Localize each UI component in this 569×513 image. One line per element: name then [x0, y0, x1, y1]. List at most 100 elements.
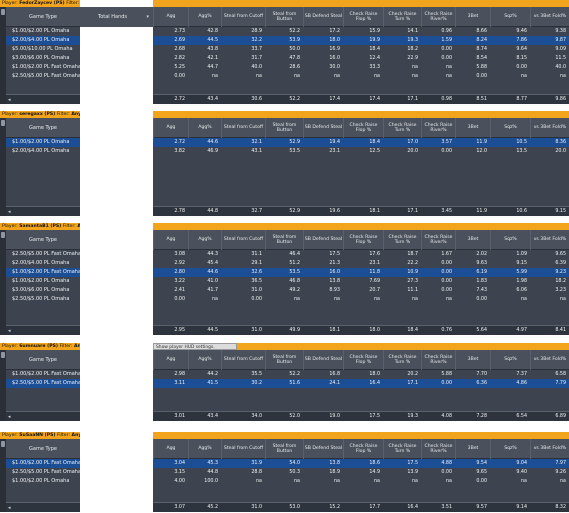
column-header[interactable]: Steal from Button	[265, 350, 303, 370]
game-type-row[interactable]: $1.00/$2.00 PL Fast Omaha	[6, 268, 80, 277]
column-header[interactable]: Steal from Button	[265, 230, 303, 250]
game-type-header[interactable]: Game Type	[6, 350, 80, 370]
game-type-row[interactable]: $5.00/$10.00 PL Omaha	[12, 46, 73, 52]
scroll-left-icon[interactable]: ◂	[8, 505, 11, 511]
column-header[interactable]: 3Bet	[455, 439, 490, 459]
column-header[interactable]: Check Raise Turn %	[383, 7, 421, 27]
game-type-row[interactable]: $1.00/$2.00 PL Fast Omaha	[12, 371, 80, 377]
table-row[interactable]: 3.15 44.8 28.8 50.3 18.9 14.9 13.9 0.00 9.65 9.40…	[153, 468, 569, 477]
game-type-header[interactable]: Game Type	[6, 230, 80, 250]
table-row[interactable]: 2.73 42.8 28.9 52.2 17.2 15.9 14.1 0.96 8.66 9.46…	[153, 27, 569, 36]
date-filter[interactable]: Any date	[74, 344, 80, 349]
column-header[interactable]: Agg%	[188, 439, 221, 459]
column-header[interactable]: Agg%	[188, 350, 221, 370]
game-type-header[interactable]: Game Type	[6, 118, 80, 138]
column-header[interactable]: Steal from Cutoff	[221, 350, 265, 370]
scroll-left-icon[interactable]: ◂	[8, 97, 11, 103]
column-header[interactable]: SB Defend Steal	[303, 230, 343, 250]
column-header[interactable]: Agg	[153, 350, 188, 370]
column-header[interactable]: Agg%	[188, 118, 221, 138]
game-type-row[interactable]: $3.00/$6.00 PL Omaha	[12, 55, 70, 61]
game-type-row[interactable]: $2.50/$5.00 PL Fast Omaha	[12, 469, 80, 475]
game-type-row[interactable]: $3.00/$6.00 PL Omaha	[12, 287, 70, 293]
player-name[interactable]: SuSaaNN (PS)	[19, 433, 56, 438]
game-type-row[interactable]: $2.50/$5.00 PL Fast Omaha	[6, 379, 80, 388]
game-type-row[interactable]: $1.00/$2.00 PL Fast Omaha	[12, 64, 80, 70]
column-header[interactable]: SB Defend Steal	[303, 350, 343, 370]
table-row[interactable]: 3.08 44.3 31.1 46.4 17.5 17.6 18.7 1.67 2.02 1.09…	[153, 250, 569, 259]
table-row[interactable]: 3.11 41.5 30.2 51.6 24.1 16.4 17.1 0.00 6.36 4.86…	[153, 379, 569, 388]
column-header[interactable]: Sqz%	[490, 350, 530, 370]
side-handle[interactable]	[0, 7, 6, 104]
column-header[interactable]: 3Bet	[455, 118, 490, 138]
column-header[interactable]: Steal from Cutoff	[221, 439, 265, 459]
column-header[interactable]: Check Raise Turn %	[383, 230, 421, 250]
column-header[interactable]: Check Raise Turn %	[383, 118, 421, 138]
column-header[interactable]: Agg%	[188, 230, 221, 250]
table-row[interactable]: 2.72 44.6 32.1 52.9 19.4 18.4 17.0 3.57 11.9 10.5…	[153, 138, 569, 147]
column-header[interactable]: Steal from Cutoff	[221, 230, 265, 250]
game-type-row[interactable]: $2.50/$5.00 PL Fast Omaha	[12, 73, 80, 79]
table-row[interactable]: 3.04 45.3 31.9 54.0 13.8 18.6 17.5 4.88 9.54 9.04…	[153, 459, 569, 468]
table-row[interactable]: 3.82 46.9 43.1 53.5 23.1 12.5 20.0 0.00 12.0 13.5…	[153, 147, 569, 156]
column-header[interactable]: 3Bet	[455, 350, 490, 370]
column-header[interactable]: Steal from Button	[265, 7, 303, 27]
table-row[interactable]: 2.98 44.2 35.5 52.2 16.8 18.0 20.2 5.88 7.70 7.37…	[153, 370, 569, 379]
game-type-row[interactable]: $2.00/$4.00 PL Omaha	[12, 260, 70, 266]
column-header[interactable]: Check Raise Flop %	[343, 118, 383, 138]
column-header[interactable]: vs 3Bet Fold%	[530, 230, 569, 250]
table-row[interactable]: 2.80 44.6 32.6 53.5 16.0 11.8 10.9 0.00 6.19 5.99…	[153, 268, 569, 277]
scroll-left-icon[interactable]: ◂	[8, 209, 11, 215]
game-type-row[interactable]: $1.00/$2.00 PL Omaha	[12, 278, 70, 284]
table-row[interactable]: 0.00 na 0.00 na na na na na 0.00 na na	[153, 295, 569, 304]
date-filter[interactable]: Any date	[77, 224, 80, 229]
game-type-row[interactable]: $1.00/$2.00 PL Omaha	[12, 28, 70, 34]
column-header[interactable]: Sqz%	[490, 230, 530, 250]
game-type-row[interactable]: $2.50/$5.00 PL Omaha	[12, 296, 70, 302]
sort-dropdown-icon[interactable]: ▾	[146, 14, 149, 20]
column-header[interactable]: Agg	[153, 439, 188, 459]
column-header[interactable]: Check Raise Turn %	[383, 350, 421, 370]
game-type-row[interactable]: $1.00/$2.00 PL Omaha	[6, 138, 80, 147]
column-header[interactable]: SB Defend Steal	[303, 118, 343, 138]
column-header[interactable]: Check Raise Flop %	[343, 439, 383, 459]
column-header[interactable]: Check Raise Flop %	[343, 7, 383, 27]
column-header[interactable]: SB Defend Steal	[303, 7, 343, 27]
column-header[interactable]: Check Raise River%	[421, 439, 455, 459]
total-hands-header[interactable]: Total Hands ▾	[80, 7, 153, 27]
table-row[interactable]: 2.41 41.7 31.0 49.2 8.93 20.7 11.1 0.00 7.43 6.06…	[153, 286, 569, 295]
side-handle[interactable]	[0, 118, 6, 216]
game-type-header[interactable]: Game Type	[6, 7, 80, 27]
column-header[interactable]: Steal from Button	[265, 439, 303, 459]
column-header[interactable]: Sqz%	[490, 7, 530, 27]
game-type-header[interactable]: Game Type	[6, 439, 80, 459]
table-row[interactable]: 5.25 44.7 40.0 28.6 30.0 33.3 na na 5.88 0.00 40.0	[153, 63, 569, 72]
date-filter[interactable]: Any date	[71, 112, 80, 117]
table-row[interactable]: 3.22 41.0 36.5 46.8 13.8 7.69 27.3 0.00 1.83 1.98…	[153, 277, 569, 286]
date-filter[interactable]: Any date	[71, 433, 80, 438]
table-row[interactable]: 2.82 42.1 31.7 47.8 16.0 12.4 22.9 0.00 8.54 8.15…	[153, 54, 569, 63]
column-header[interactable]: Agg	[153, 230, 188, 250]
column-header[interactable]: Steal from Cutoff	[221, 118, 265, 138]
column-header[interactable]: Check Raise River%	[421, 350, 455, 370]
column-header[interactable]: Check Raise River%	[421, 118, 455, 138]
table-row[interactable]: 2.92 45.4 29.1 51.2 21.3 23.1 22.2 0.00 9.63 9.15…	[153, 259, 569, 268]
player-name[interactable]: seregaxx (PS)	[19, 112, 56, 117]
table-row[interactable]: 2.68 43.8 33.7 50.0 16.9 18.4 18.2 0.00 8.74 9.64…	[153, 45, 569, 54]
table-row[interactable]: 2.69 44.5 32.2 53.9 18.0 19.9 19.3 1.59 8.24 7.86…	[153, 36, 569, 45]
column-header[interactable]: SB Defend Steal	[303, 439, 343, 459]
table-row[interactable]: 4.00 100.0 na na na na na na 0.00 na na	[153, 477, 569, 486]
column-header[interactable]: Agg	[153, 7, 188, 27]
side-handle[interactable]	[0, 439, 6, 512]
side-handle[interactable]	[0, 350, 6, 421]
column-header[interactable]: Check Raise Flop %	[343, 230, 383, 250]
column-header[interactable]: vs 3Bet Fold%	[530, 350, 569, 370]
game-type-row[interactable]: $2.50/$5.00 PL Fast Omaha	[12, 251, 80, 257]
column-header[interactable]: Sqz%	[490, 439, 530, 459]
player-name[interactable]: FedorZaycev (PS)	[19, 1, 65, 6]
column-header[interactable]: Check Raise River%	[421, 230, 455, 250]
side-handle[interactable]	[0, 230, 6, 335]
game-type-row[interactable]: $2.00/$4.00 PL Omaha	[6, 36, 80, 45]
column-header[interactable]: vs 3Bet Fold%	[530, 439, 569, 459]
column-header[interactable]: Check Raise Flop %	[343, 350, 383, 370]
